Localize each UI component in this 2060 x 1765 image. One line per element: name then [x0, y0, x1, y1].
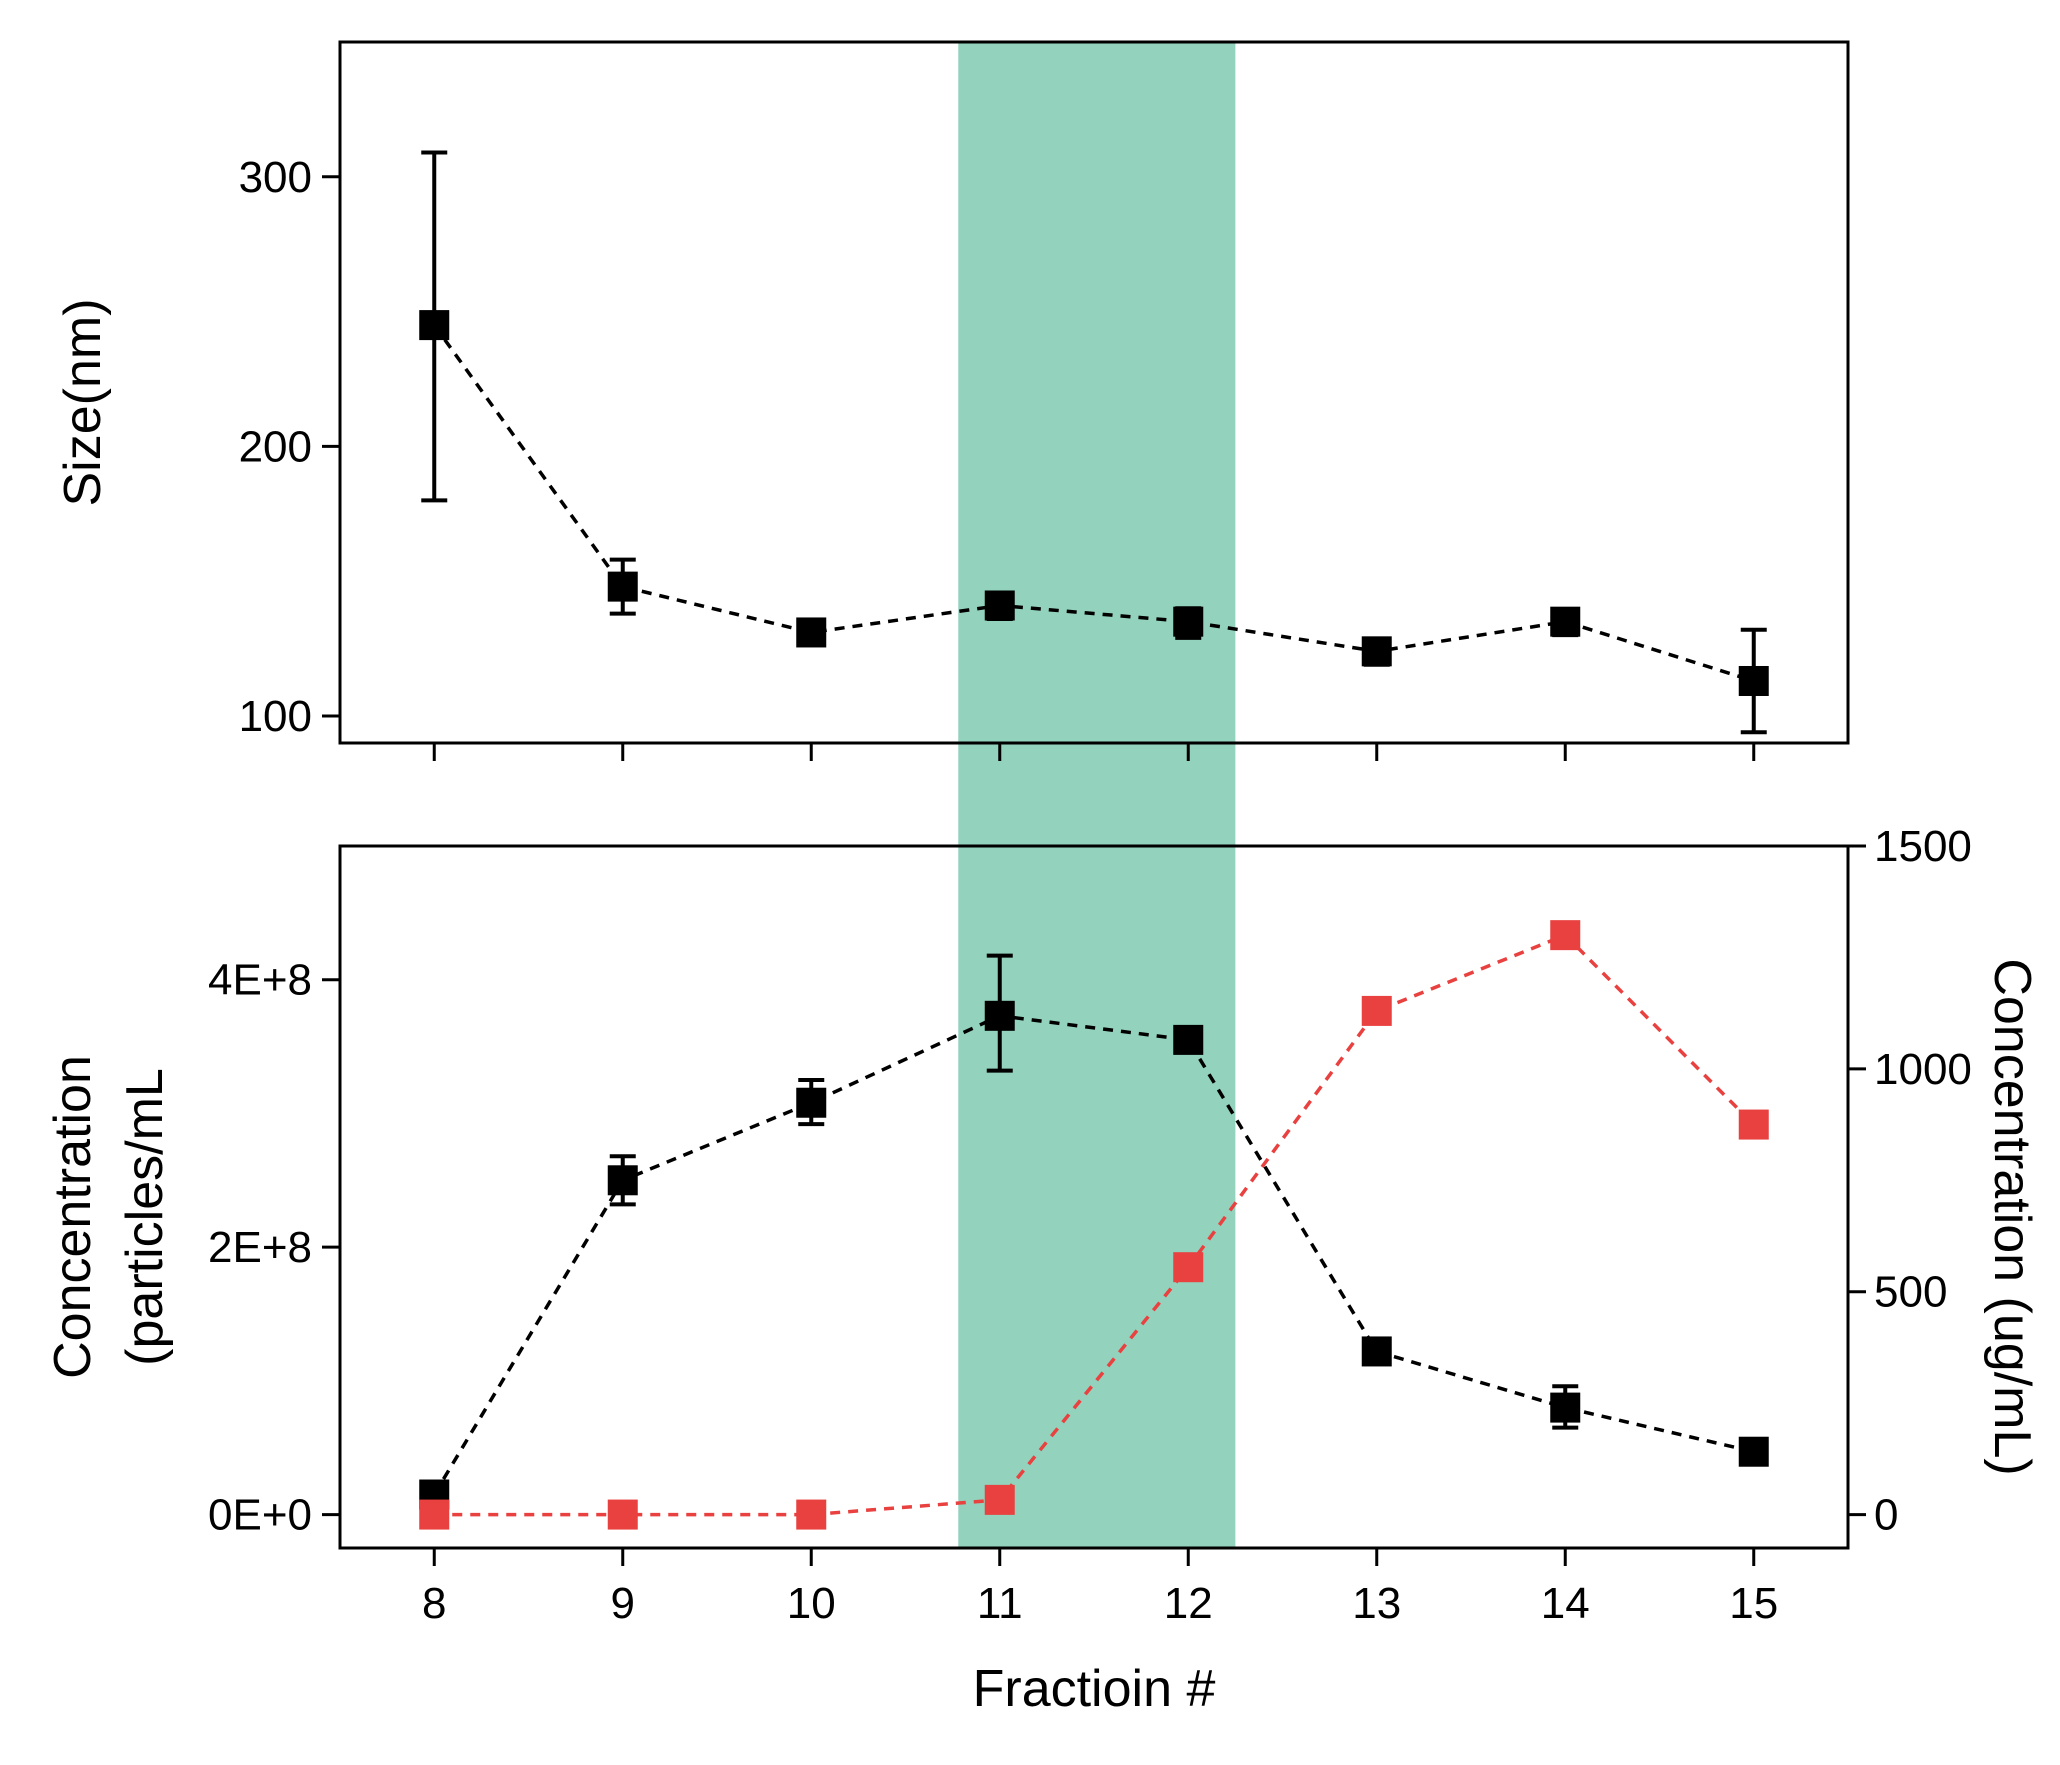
- right-y-tick-label: 500: [1874, 1268, 1947, 1317]
- particle-concentration-series-marker: [1738, 1436, 1769, 1467]
- mass-concentration-series-marker: [419, 1499, 450, 1530]
- mass-concentration-series-marker: [984, 1484, 1015, 1515]
- bottom-y-tick-label: 4E+8: [208, 956, 312, 1005]
- mass-concentration-series-marker: [1361, 995, 1392, 1026]
- size-series-marker: [796, 617, 827, 648]
- x-tick-label: 9: [611, 1579, 635, 1628]
- bottom-y-tick-label: 0E+0: [208, 1491, 312, 1540]
- mass-concentration-series-line: [434, 933, 1755, 1517]
- size-series-marker: [1738, 665, 1769, 696]
- size-series-marker: [984, 590, 1015, 621]
- top-y-tick-label: 300: [239, 153, 312, 202]
- right-y-tick-label: 1500: [1874, 822, 1972, 871]
- axes-layer: [322, 40, 1866, 1566]
- particle-concentration-series-marker: [796, 1087, 827, 1118]
- x-tick-label: 13: [1352, 1579, 1401, 1628]
- mass-concentration-series-marker: [1173, 1252, 1204, 1283]
- particle-concentration-series-marker: [984, 1000, 1015, 1031]
- top-y-tick-label: 200: [239, 422, 312, 471]
- highlight-band: [958, 42, 1236, 1548]
- x-tick-label: 14: [1541, 1579, 1590, 1628]
- size-series-marker: [419, 310, 450, 341]
- particle-concentration-series-marker: [607, 1165, 638, 1196]
- bottom-y-axis-title-line2: (particles/mL: [116, 1068, 174, 1366]
- particle-concentration-series-marker: [1361, 1336, 1392, 1367]
- mass-concentration-series-marker: [1738, 1109, 1769, 1140]
- mass-concentration-series-marker: [796, 1499, 827, 1530]
- size-series-line: [432, 324, 1755, 683]
- right-y-tick-label: 1000: [1874, 1045, 1972, 1094]
- x-tick-label: 8: [422, 1579, 446, 1628]
- text-layer: 8 9 10 11 12 13 14 15 100 200 300 0E+0 2E+8 4E+8 0 500 1…: [44, 153, 2041, 1718]
- x-tick-label: 11: [977, 1579, 1023, 1628]
- x-axis-title: Fractioin #: [973, 1660, 1216, 1718]
- mass-concentration-series-marker: [607, 1499, 638, 1530]
- particle-concentration-series-marker: [1173, 1024, 1204, 1055]
- series-layer: [419, 150, 1769, 1530]
- top-y-tick-label: 100: [239, 692, 312, 741]
- bottom-y-axis-title-line1: Concentration: [44, 1055, 102, 1379]
- particle-concentration-series-marker: [1550, 1392, 1581, 1423]
- mass-concentration-series-marker: [1550, 920, 1581, 951]
- size-series-marker: [1361, 636, 1392, 667]
- x-tick-label: 10: [787, 1579, 836, 1628]
- highlight-band-layer: [958, 42, 1236, 1548]
- size-series-marker: [607, 571, 638, 602]
- x-tick-label: 15: [1729, 1579, 1778, 1628]
- top-y-axis-title: Size(nm): [54, 298, 112, 506]
- particle-concentration-series-line: [432, 1014, 1755, 1496]
- bottom-panel-frame: [338, 844, 1850, 1550]
- x-tick-label: 12: [1164, 1579, 1213, 1628]
- right-y-axis-title: Concentration (ug/mL): [1983, 958, 2041, 1475]
- bottom-y-tick-label: 2E+8: [208, 1223, 312, 1272]
- top-panel-frame: [338, 40, 1850, 745]
- right-y-tick-label: 0: [1874, 1491, 1898, 1540]
- size-series-marker: [1550, 606, 1581, 637]
- size-series-marker: [1173, 606, 1204, 637]
